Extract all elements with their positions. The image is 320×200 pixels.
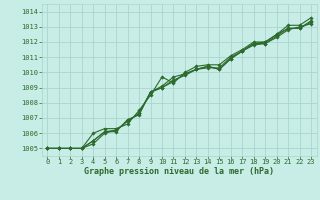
X-axis label: Graphe pression niveau de la mer (hPa): Graphe pression niveau de la mer (hPa)	[84, 167, 274, 176]
